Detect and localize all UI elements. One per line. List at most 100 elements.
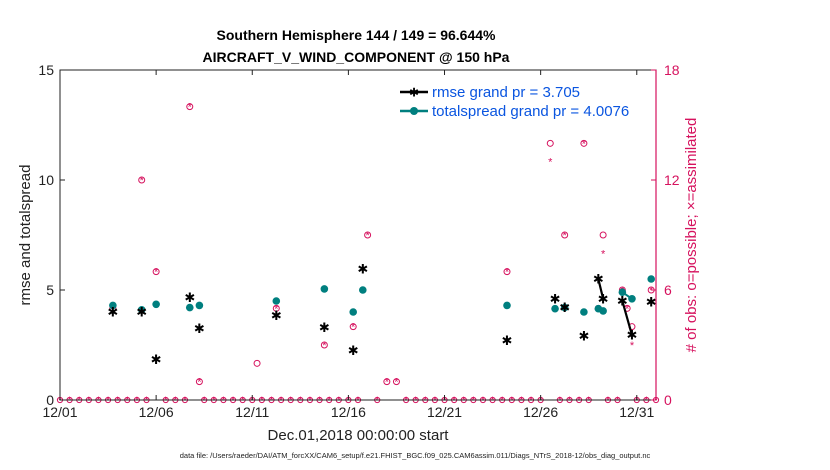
obs-possible-point — [272, 304, 280, 312]
spread-point — [320, 285, 329, 293]
obs-possible-point — [195, 378, 203, 386]
obs-zero-asterisk: * — [491, 396, 495, 407]
obs-zero-asterisk: * — [644, 396, 648, 407]
obs-assimilated-point: * — [649, 285, 654, 297]
rmse-line-segment — [621, 300, 634, 336]
obs-assimilated-point: * — [630, 340, 635, 352]
rmse-point: ✱ — [319, 320, 330, 335]
rmse-point: ✱ — [627, 328, 638, 343]
obs-possible-point — [349, 323, 357, 331]
obs-assimilated-point: * — [563, 230, 568, 242]
rmse-point: ✱ — [348, 343, 359, 358]
obs-possible-point — [253, 359, 261, 367]
obs-zero-asterisk: * — [58, 396, 62, 407]
obs-possible-point — [580, 139, 588, 147]
y-axis-right: 0 6 12 18 — [651, 62, 680, 408]
obs-zero-asterisk: * — [635, 396, 639, 407]
obs-zero-asterisk: * — [241, 396, 245, 407]
obs-assimilated-point: * — [322, 340, 327, 352]
obs-assimilated-point: * — [351, 322, 356, 334]
obs-zero-asterisk: * — [212, 396, 216, 407]
obs-zero-asterisk: * — [433, 396, 437, 407]
obs-zero-asterisk: * — [260, 396, 264, 407]
legend: ✱ rmse grand pr = 3.705 totalspread gran… — [400, 84, 629, 120]
obs-assimilated-point: * — [365, 230, 370, 242]
spread-point — [551, 304, 559, 313]
chart-title-line1: Southern Hemisphere 144 / 149 = 96.644% — [217, 27, 497, 43]
obs-zero-asterisk: * — [452, 396, 456, 407]
x-tick-label: 12/11 — [235, 404, 269, 420]
y2-tick-label: 18 — [664, 62, 680, 78]
obs-possible-point — [186, 103, 194, 111]
obs-zero-asterisk: * — [414, 396, 418, 407]
obs-zero-asterisk: * — [270, 396, 274, 407]
chart-title-line2: AIRCRAFT_V_WIND_COMPONENT @ 150 hPa — [203, 49, 510, 65]
x-tick-label: 12/16 — [331, 404, 366, 420]
rmse-point: ✱ — [578, 329, 589, 344]
obs-assimilated-point: * — [625, 303, 630, 315]
obs-possible-point — [392, 378, 400, 386]
x-tick-label: 12/01 — [42, 404, 77, 420]
x-axis: 12/01 12/06 12/11 12/16 12/21 12/26 12/31 — [42, 70, 654, 420]
obs-zero-asterisk: * — [404, 396, 408, 407]
spread-point — [185, 303, 194, 312]
obs-zero-asterisk: * — [558, 396, 562, 407]
obs-zero-asterisk: * — [318, 396, 322, 407]
obs-zero-asterisk: * — [568, 396, 572, 407]
obs-zero-asterisk: * — [346, 396, 350, 407]
plot-marks: * * * * * * * * * * * * * * * * * * * * * * * * * * * * * * * * * * * * * * * *… — [56, 102, 660, 407]
spread-point — [359, 286, 367, 294]
obs-zero-asterisk: * — [337, 396, 341, 407]
obs-assimilated-point: * — [111, 303, 116, 315]
spread-point — [272, 297, 281, 305]
legend-rmse-marker: ✱ — [409, 86, 419, 100]
obs-assimilated-point: * — [197, 377, 202, 389]
obs-zero-asterisk: * — [145, 396, 149, 407]
obs-zero-asterisk: * — [116, 396, 120, 407]
y2-tick-label: 0 — [664, 392, 672, 408]
obs-possible-point — [320, 341, 328, 349]
obs-possible-point — [383, 378, 391, 386]
legend-spread-label: totalspread grand pr = 4.0076 — [432, 103, 629, 120]
obs-possible-point — [152, 268, 160, 276]
obs-assimilated-point: * — [548, 157, 553, 169]
obs-zero-asterisk: * — [356, 396, 360, 407]
spread-point — [560, 303, 569, 312]
obs-zero-asterisk: * — [106, 396, 110, 407]
rmse-point: ✱ — [357, 262, 368, 277]
obs-zero-asterisk: * — [443, 396, 447, 407]
x-tick-label: 12/26 — [523, 404, 558, 420]
obs-zero-asterisk: * — [173, 396, 177, 407]
rmse-point: ✱ — [194, 321, 205, 336]
obs-zero-asterisk: * — [96, 396, 100, 407]
y-tick-label: 10 — [38, 172, 54, 188]
y-axis-label: rmse and totalspread — [17, 165, 34, 306]
spread-point — [152, 300, 160, 309]
y-axis-left: 0 5 10 15 — [38, 62, 65, 408]
y2-tick-label: 6 — [664, 282, 672, 298]
obs-assimilated-point: * — [582, 138, 587, 150]
obs-zero-asterisk: * — [279, 396, 283, 407]
obs-possible-point — [561, 231, 569, 239]
y-tick-label: 0 — [46, 392, 54, 408]
y2-tick-label: 12 — [664, 172, 680, 188]
obs-zero-asterisk: * — [308, 396, 312, 407]
obs-assimilated-point: * — [154, 267, 159, 279]
obs-zero-asterisk: * — [606, 396, 610, 407]
rmse-point: ✱ — [107, 305, 118, 320]
obs-assimilated-point: * — [188, 102, 193, 114]
rmse-point: ✱ — [151, 352, 162, 367]
obs-zero-asterisk: * — [500, 396, 504, 407]
obs-possible-point — [503, 268, 511, 276]
rmse-point: ✱ — [271, 308, 282, 323]
y2-axis-label: # of obs: o=possible; ×=assimilated — [683, 118, 700, 353]
spread-point — [195, 301, 204, 310]
rmse-point: ✱ — [502, 333, 513, 348]
rmse-point: ✱ — [617, 294, 628, 309]
spread-point — [503, 301, 511, 310]
obs-zero-asterisk: * — [375, 396, 379, 407]
obs-zero-asterisk: * — [471, 396, 475, 407]
spread-point — [647, 275, 655, 283]
obs-zero-asterisk: * — [250, 396, 254, 407]
